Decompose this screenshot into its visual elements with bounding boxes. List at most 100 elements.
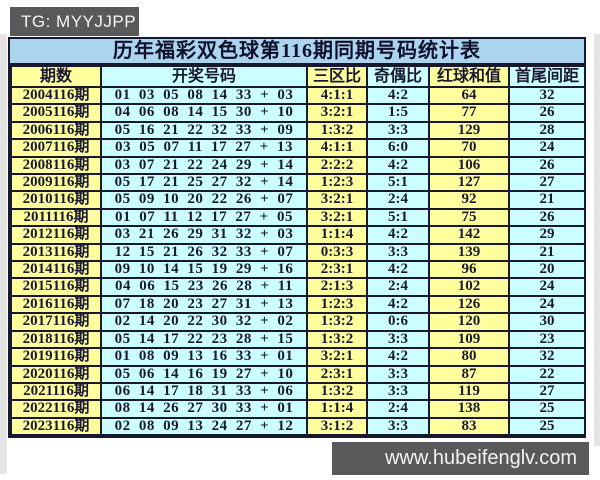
numbers-cell: 05 09 10 20 22 26 + 07 <box>100 190 308 210</box>
red-sum-cell: 75 <box>428 207 510 228</box>
odd-even-cell: 4:2 <box>366 85 430 106</box>
table-row: 2017116期 02 14 20 22 30 32 + 02 1:3:2 0:… <box>10 312 586 332</box>
numbers-cell: 12 15 21 26 32 33 + 07 <box>100 242 308 263</box>
period-cell: 2017116期 <box>10 312 102 332</box>
table-row: 2016116期 07 18 20 23 27 31 + 13 1:2:3 4:… <box>10 294 586 315</box>
page-edge-right <box>594 34 600 446</box>
odd-even-cell: 6:0 <box>366 138 430 158</box>
span-cell: 32 <box>508 85 586 106</box>
span-cell: 25 <box>508 399 586 419</box>
numbers-cell: 05 14 17 22 23 28 + 15 <box>100 329 308 350</box>
odd-even-cell: 1:5 <box>366 103 430 123</box>
zone-ratio-cell: 3:2:1 <box>306 347 368 367</box>
numbers-cell: 02 08 09 13 24 27 + 12 <box>100 416 308 437</box>
period-cell: 2004116期 <box>10 85 102 106</box>
period-cell: 2019116期 <box>10 347 102 367</box>
period-cell: 2014116期 <box>10 260 102 280</box>
red-sum-cell: 96 <box>428 260 510 280</box>
odd-even-cell: 3:3 <box>366 242 430 263</box>
zone-ratio-cell: 1:3:2 <box>306 329 368 350</box>
numbers-cell: 01 03 05 08 14 33 + 03 <box>100 85 308 106</box>
span-cell: 27 <box>508 173 586 193</box>
red-sum-cell: 127 <box>428 173 510 193</box>
zone-ratio-cell: 1:1:4 <box>306 225 368 245</box>
period-cell: 2021116期 <box>10 381 102 402</box>
zone-ratio-cell: 0:3:3 <box>306 242 368 263</box>
table-row: 2018116期 05 14 17 22 23 28 + 15 1:3:2 3:… <box>10 329 586 350</box>
period-cell: 2011116期 <box>10 207 102 228</box>
zone-ratio-cell: 3:2:1 <box>306 190 368 210</box>
span-cell: 21 <box>508 190 586 210</box>
period-cell: 2010116期 <box>10 190 102 210</box>
numbers-cell: 05 17 21 25 27 32 + 14 <box>100 173 308 193</box>
table-title: 历年福彩双色球第116期同期号码统计表 <box>10 39 584 65</box>
red-sum-cell: 139 <box>428 242 510 263</box>
numbers-cell: 03 07 21 22 24 29 + 14 <box>100 155 308 176</box>
red-sum-cell: 87 <box>428 364 510 384</box>
red-sum-cell: 120 <box>428 312 510 332</box>
table-row: 2004116期 01 03 05 08 14 33 + 03 4:1:1 4:… <box>10 85 586 106</box>
red-sum-cell: 129 <box>428 120 510 141</box>
red-sum-cell: 92 <box>428 190 510 210</box>
zone-ratio-cell: 1:3:2 <box>306 120 368 141</box>
period-cell: 2007116期 <box>10 138 102 158</box>
table-row: 2009116期 05 17 21 25 27 32 + 14 1:2:3 5:… <box>10 173 586 193</box>
numbers-cell: 01 08 09 13 16 33 + 01 <box>100 347 308 367</box>
span-cell: 25 <box>508 416 586 437</box>
red-sum-cell: 77 <box>428 103 510 123</box>
zone-ratio-cell: 1:2:3 <box>306 294 368 315</box>
table-row: 2005116期 04 06 08 14 15 30 + 10 3:2:1 1:… <box>10 103 586 123</box>
span-cell: 30 <box>508 312 586 332</box>
numbers-cell: 03 21 26 29 31 32 + 03 <box>100 225 308 245</box>
span-cell: 27 <box>508 381 586 402</box>
red-sum-cell: 138 <box>428 399 510 419</box>
span-cell: 28 <box>508 120 586 141</box>
zone-ratio-cell: 4:1:1 <box>306 138 368 158</box>
period-cell: 2008116期 <box>10 155 102 176</box>
table-row: 2019116期 01 08 09 13 16 33 + 01 3:2:1 4:… <box>10 347 586 367</box>
table-row: 2013116期 12 15 21 26 32 33 + 07 0:3:3 3:… <box>10 242 586 263</box>
table-row: 2015116期 04 06 15 23 26 28 + 11 2:1:3 2:… <box>10 277 586 297</box>
odd-even-cell: 4:2 <box>366 294 430 315</box>
odd-even-cell: 4:2 <box>366 225 430 245</box>
zone-ratio-cell: 1:2:3 <box>306 173 368 193</box>
zone-ratio-cell: 3:2:1 <box>306 207 368 228</box>
column-header-zone-ratio: 三区比 <box>306 65 368 88</box>
odd-even-cell: 4:2 <box>366 347 430 367</box>
table-row: 2006116期 05 16 21 22 32 33 + 09 1:3:2 3:… <box>10 120 586 141</box>
zone-ratio-cell: 4:1:1 <box>306 85 368 106</box>
span-cell: 24 <box>508 138 586 158</box>
zone-ratio-cell: 1:1:4 <box>306 399 368 419</box>
period-cell: 2022116期 <box>10 399 102 419</box>
span-cell: 20 <box>508 260 586 280</box>
page-edge-left <box>0 34 7 474</box>
period-cell: 2013116期 <box>10 242 102 263</box>
table-row: 2011116期 01 07 11 12 17 27 + 05 3:2:1 5:… <box>10 207 586 228</box>
span-cell: 22 <box>508 364 586 384</box>
table-row: 2022116期 08 14 26 27 30 33 + 01 1:1:4 2:… <box>10 399 586 419</box>
zone-ratio-cell: 1:3:2 <box>306 312 368 332</box>
red-sum-cell: 109 <box>428 329 510 350</box>
column-header-period: 期数 <box>10 65 102 88</box>
zone-ratio-cell: 2:2:2 <box>306 155 368 176</box>
period-cell: 2016116期 <box>10 294 102 315</box>
odd-even-cell: 2:4 <box>366 277 430 297</box>
numbers-cell: 03 05 07 11 17 27 + 13 <box>100 138 308 158</box>
odd-even-cell: 3:3 <box>366 120 430 141</box>
numbers-cell: 08 14 26 27 30 33 + 01 <box>100 399 308 419</box>
red-sum-cell: 83 <box>428 416 510 437</box>
red-sum-cell: 126 <box>428 294 510 315</box>
numbers-cell: 07 18 20 23 27 31 + 13 <box>100 294 308 315</box>
span-cell: 24 <box>508 294 586 315</box>
table-row: 2010116期 05 09 10 20 22 26 + 07 3:2:1 2:… <box>10 190 586 210</box>
period-cell: 2006116期 <box>10 120 102 141</box>
table-row: 2021116期 06 14 17 18 31 33 + 06 1:3:2 3:… <box>10 381 586 402</box>
period-cell: 2015116期 <box>10 277 102 297</box>
period-cell: 2009116期 <box>10 173 102 193</box>
red-sum-cell: 106 <box>428 155 510 176</box>
span-cell: 26 <box>508 155 586 176</box>
zone-ratio-cell: 2:3:1 <box>306 364 368 384</box>
table-row: 2020116期 05 06 14 16 19 27 + 10 2:3:1 3:… <box>10 364 586 384</box>
odd-even-cell: 4:2 <box>366 260 430 280</box>
table-row: 2023116期 02 08 09 13 24 27 + 12 3:1:2 3:… <box>10 416 586 437</box>
